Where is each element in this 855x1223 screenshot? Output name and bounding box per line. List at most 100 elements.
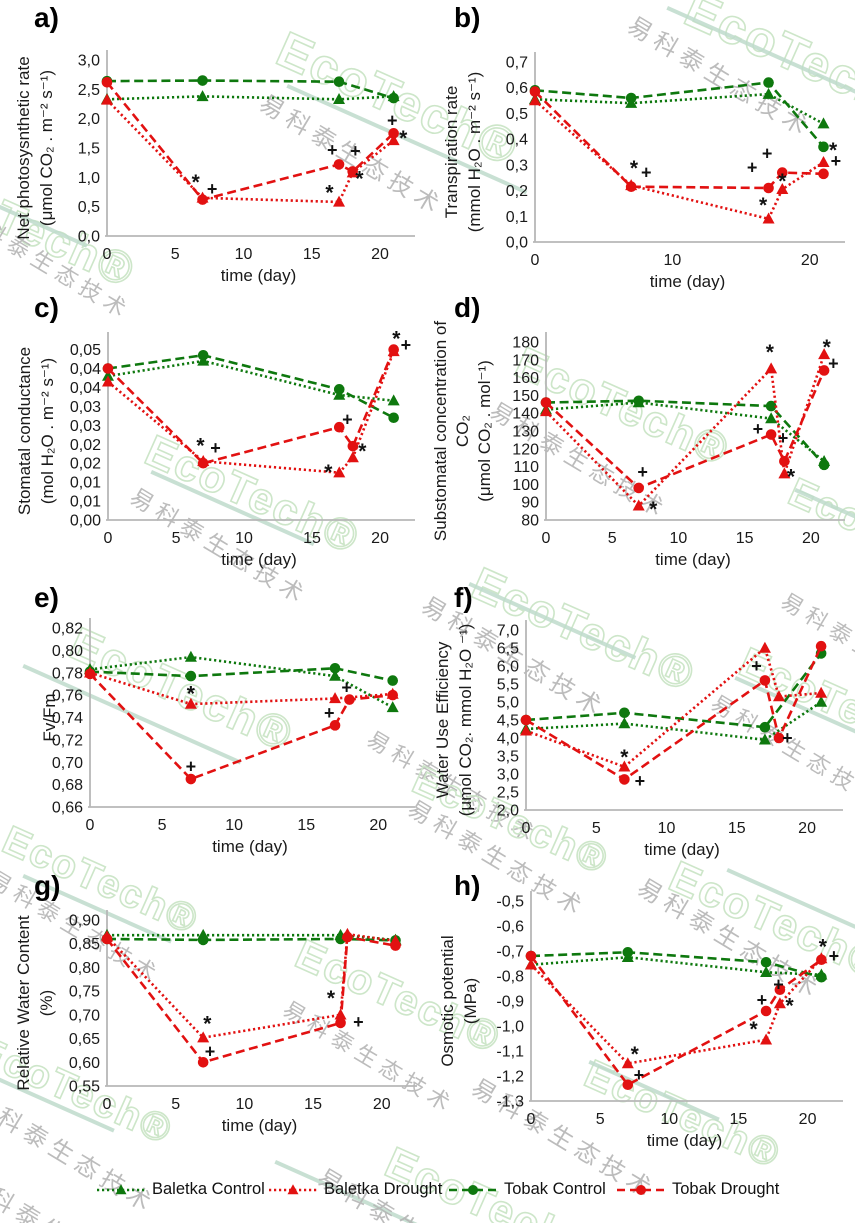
svg-text:5: 5 [596,1111,605,1128]
svg-text:0,01: 0,01 [70,494,101,511]
svg-text:5: 5 [592,820,601,837]
svg-text:10: 10 [235,530,253,547]
svg-text:20: 20 [371,246,389,263]
svg-text:+: + [753,419,764,439]
svg-text:0,02: 0,02 [70,437,101,454]
svg-text:*: * [778,170,787,193]
svg-text:0,66: 0,66 [52,800,83,817]
svg-text:+: + [828,353,839,373]
svg-text:+: + [637,462,648,482]
panel-e-label: e) [34,582,59,613]
svg-text:110: 110 [513,459,539,476]
svg-text:-0,6: -0,6 [496,919,524,936]
svg-text:180: 180 [512,335,539,352]
svg-text:0,5: 0,5 [78,199,100,216]
svg-text:10: 10 [235,1096,253,1113]
svg-text:*: * [750,1018,759,1041]
svg-text:0,55: 0,55 [69,1079,100,1096]
svg-text:0: 0 [104,530,113,547]
svg-text:20: 20 [369,817,387,834]
svg-text:*: * [358,440,367,463]
svg-text:-1,2: -1,2 [496,1069,524,1086]
svg-text:-0,5: -0,5 [496,894,524,911]
svg-text:+: + [387,110,398,130]
svg-text:+: + [747,157,758,177]
svg-text:0: 0 [527,1111,536,1128]
svg-text:160: 160 [512,370,539,387]
legend-label: Tobak Control [504,1180,606,1198]
svg-text:-1,1: -1,1 [496,1044,524,1061]
svg-text:120: 120 [512,441,539,458]
legend-item-baletka-drought: Baletka Drought [268,1180,442,1199]
svg-text:0,5: 0,5 [506,106,528,123]
svg-text:0,90: 0,90 [69,913,100,930]
svg-text:4,5: 4,5 [497,713,519,730]
svg-text:time (day): time (day) [212,837,288,856]
legend-label: Baletka Control [152,1180,265,1198]
svg-text:15: 15 [303,530,321,547]
svg-text:3,0: 3,0 [78,53,100,70]
svg-text:0,01: 0,01 [70,475,101,492]
svg-text:0,04: 0,04 [70,361,101,378]
svg-text:+: + [831,151,842,171]
svg-text:2,5: 2,5 [78,82,100,99]
svg-text:4,0: 4,0 [497,731,519,748]
svg-text:(μmol CO₂ . mol⁻¹): (μmol CO₂ . mol⁻¹) [475,360,494,502]
svg-text:*: * [823,336,832,359]
svg-text:Water Use Efficiency: Water Use Efficiency [433,641,452,798]
svg-text:+: + [762,143,773,163]
svg-text:0,1: 0,1 [506,209,528,226]
svg-text:0,70: 0,70 [69,1007,100,1024]
svg-text:0,3: 0,3 [506,157,528,174]
svg-text:*: * [787,466,796,489]
svg-text:10: 10 [235,246,253,263]
svg-text:0,03: 0,03 [70,418,101,435]
svg-text:+: + [205,1041,216,1061]
svg-text:15: 15 [730,1111,748,1128]
svg-text:0: 0 [103,246,112,263]
svg-text:0,60: 0,60 [69,1055,100,1072]
svg-text:0,0: 0,0 [78,229,100,246]
svg-text:Net photosysnthetic rate: Net photosysnthetic rate [14,56,33,239]
svg-text:5,0: 5,0 [497,695,519,712]
svg-text:0,2: 0,2 [506,183,528,200]
svg-text:150: 150 [512,388,539,405]
svg-text:0: 0 [531,252,540,269]
svg-text:3,0: 3,0 [497,767,519,784]
svg-text:-0,7: -0,7 [496,944,524,961]
svg-text:0: 0 [86,817,95,834]
legend: Baletka Control Baletka Drought Tobak Co… [0,1162,855,1223]
legend-swatch-dotted-triangle-icon [269,1183,317,1194]
svg-text:0,7: 0,7 [506,55,528,72]
svg-text:10: 10 [225,817,243,834]
legend-item-tobak-control: Tobak Control [448,1180,606,1199]
svg-text:0,65: 0,65 [69,1031,100,1048]
legend-label: Tobak Drought [672,1180,780,1198]
svg-text:15: 15 [304,1096,322,1113]
svg-text:+: + [186,757,197,777]
svg-text:time (day): time (day) [647,1131,723,1150]
svg-text:*: * [355,168,364,191]
svg-text:6,5: 6,5 [497,641,519,658]
svg-text:Osmotic potential: Osmotic potential [438,935,457,1066]
svg-text:20: 20 [373,1096,391,1113]
svg-text:1,0: 1,0 [78,170,100,187]
svg-text:5: 5 [171,1096,180,1113]
svg-text:+: + [342,410,353,430]
svg-text:+: + [353,1012,364,1032]
svg-text:Stomatal conductance: Stomatal conductance [15,347,34,515]
svg-text:0,68: 0,68 [52,777,83,794]
svg-text:(μmol CO₂ . m⁻² s⁻¹): (μmol CO₂ . m⁻² s⁻¹) [37,70,56,226]
svg-text:*: * [631,1043,640,1066]
panel-g-label: g) [34,870,61,901]
panel-c-label: c) [34,292,59,323]
svg-text:0,70: 0,70 [52,755,83,772]
svg-text:+: + [829,946,840,966]
panel-h-label: h) [454,870,481,901]
svg-text:15: 15 [303,246,321,263]
svg-text:*: * [786,994,795,1017]
svg-text:3,5: 3,5 [497,749,519,766]
svg-text:-0,8: -0,8 [496,969,524,986]
svg-text:(mol H₂O . m⁻² s⁻¹): (mol H₂O . m⁻² s⁻¹) [38,358,57,504]
legend-swatch-dashed-circle-icon [449,1184,497,1195]
